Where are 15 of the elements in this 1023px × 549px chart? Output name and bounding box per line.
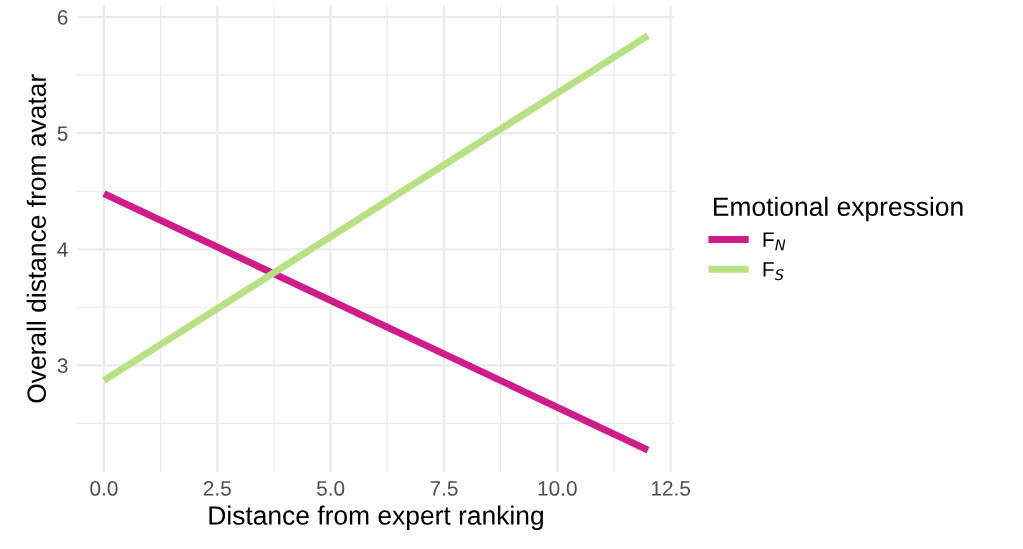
- y-tick-label: 6: [57, 10, 68, 25]
- x-tick-label: 10.0: [538, 481, 577, 496]
- y-axis-title: Overall distance from avatar: [26, 74, 47, 403]
- legend-title: Emotional expression: [714, 196, 963, 222]
- y-tick-label: 3: [57, 358, 68, 374]
- x-tick-label: 5.0: [316, 481, 345, 496]
- x-tick-label: 7.5: [430, 481, 458, 496]
- y-tick-label: 5: [57, 126, 68, 141]
- legend-label: F$_{N}$: [763, 232, 786, 251]
- x-tick-label: 0.0: [90, 481, 118, 496]
- y-tick-label: 4: [57, 242, 68, 257]
- x-tick-label: 12.5: [651, 481, 691, 496]
- x-axis-title: Distance from expert ranking: [209, 505, 543, 531]
- x-tick-label: 2.5: [203, 481, 231, 496]
- legend-label: F$_{S}$: [763, 262, 784, 281]
